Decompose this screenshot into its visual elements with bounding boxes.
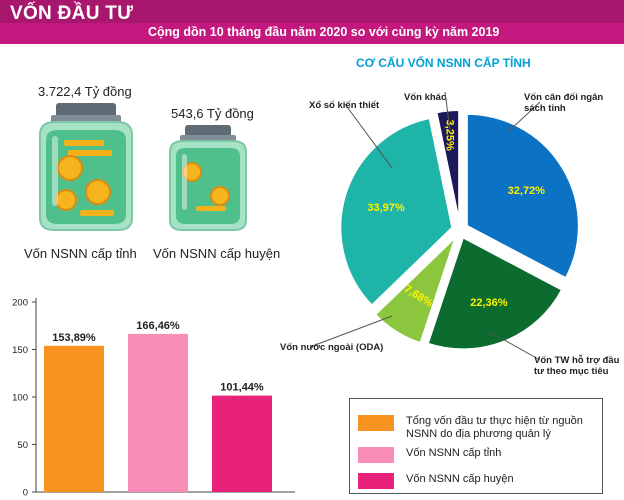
- bar-tong-von: [44, 345, 104, 492]
- y-tick-label: 100: [12, 393, 28, 404]
- y-tick-label: 50: [17, 440, 28, 451]
- legend-label-cap-huyen: Vốn NSNN cấp huyện: [406, 473, 514, 485]
- pie-chart-title: CƠ CẤU VỐN NSNN CẤP TỈNH: [356, 56, 531, 70]
- bar-value-label-tong-von: 153,89%: [52, 332, 96, 344]
- page-subtitle: Cộng dồn 10 tháng đầu năm 2020 so với cù…: [148, 25, 500, 39]
- pie-leader-tw-ho-tro-line: [489, 331, 541, 361]
- jar-name-tinh: Vốn NSNN cấp tỉnh: [24, 246, 137, 261]
- bar-chart-legend: Tổng vốn đầu tư thực hiện từ nguồn NSNN …: [349, 398, 603, 494]
- legend-swatch-orange: [358, 415, 394, 431]
- y-tick-label: 150: [12, 345, 28, 356]
- coin-jar-large-icon: [39, 103, 133, 231]
- page-title: VỐN ĐẦU TƯ: [10, 3, 134, 24]
- legend-swatch-pink: [358, 447, 394, 463]
- pie-slice-oda: [373, 236, 457, 345]
- bar-chart: 0 50 100 150 200 153,89% 166,46% 101,44%: [12, 298, 295, 499]
- jar-value-tinh: 3.722,4 Tỷ đồng: [38, 84, 132, 99]
- header-strip: [0, 23, 624, 44]
- header-banner: VỐN ĐẦU TƯ Cộng dồn 10 tháng đầu năm 202…: [0, 0, 624, 44]
- pie-value-label-von-khac: 3,25%: [443, 120, 455, 151]
- bar-cap-tinh: [128, 333, 188, 492]
- bar-value-label-cap-huyen: 101,44%: [220, 382, 264, 394]
- pie-chart: 32,72%22,36%7,68%33,97%3,25%: [309, 91, 580, 361]
- pie-value-label-tw-ho-tro: 22,36%: [470, 297, 508, 309]
- jar-name-huyen: Vốn NSNN cấp huyện: [153, 246, 281, 261]
- legend-label-cap-tinh: Vốn NSNN cấp tỉnh: [406, 447, 502, 459]
- legend-swatch-magenta: [358, 473, 394, 489]
- bar-value-label-cap-tinh: 166,46%: [136, 320, 180, 332]
- pie-leader-xo-so-line: [344, 103, 393, 169]
- legend-label-tong-von: Tổng vốn đầu tư thực hiện từ nguồn NSNN …: [406, 415, 583, 440]
- pie-slice-can-doi: [465, 112, 580, 280]
- pie-label-von-khac: Vốn khác: [404, 92, 447, 103]
- y-tick-label: 0: [23, 488, 28, 499]
- coin-jar-small-icon: [169, 125, 247, 231]
- pie-leader-von-khac-line: [444, 91, 451, 131]
- pie-label-tw-ho-tro: Vốn TW hỗ trợ đầu tư theo mục tiêu: [534, 355, 620, 377]
- pie-value-label-can-doi: 32,72%: [508, 185, 546, 197]
- pie-leader-oda-line: [309, 315, 393, 348]
- pie-label-can-doi: Vốn cân đối ngân sách tỉnh: [524, 92, 604, 114]
- pie-label-xo-so: Xổ số kiến thiết: [309, 100, 380, 111]
- pie-label-oda: Vốn nước ngoài (ODA): [280, 342, 384, 353]
- pie-leader-can-doi-line: [507, 101, 541, 133]
- pie-slice-tw-ho-tro: [426, 235, 564, 351]
- money-jars-illustration: [39, 103, 247, 231]
- pie-value-label-xo-so: 33,97%: [367, 202, 405, 214]
- jar-value-huyen: 543,6 Tỷ đồng: [171, 106, 254, 121]
- pie-slice-xo-so: [339, 116, 454, 307]
- bar-cap-huyen: [212, 395, 272, 492]
- y-tick-label: 200: [12, 298, 28, 309]
